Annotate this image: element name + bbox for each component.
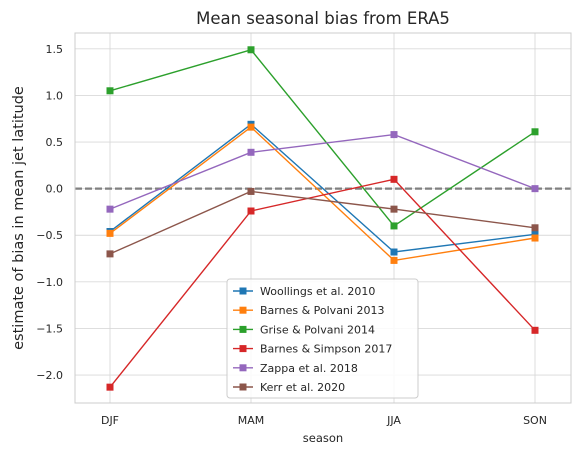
y-tick-label-2: −1.0 bbox=[36, 276, 63, 289]
series-3-point-0 bbox=[106, 383, 114, 391]
legend-item-1: Barnes & Polvani 2013 bbox=[233, 304, 384, 317]
x-tick-label-2: JJA bbox=[386, 414, 401, 427]
series-0-point-2 bbox=[390, 248, 398, 256]
plot-area-frame bbox=[74, 32, 572, 404]
series-1-point-2 bbox=[390, 256, 398, 264]
series-1-point-0 bbox=[106, 229, 114, 237]
legend-label-2: Grise & Polvani 2014 bbox=[260, 323, 375, 336]
legend-box bbox=[226, 278, 419, 399]
series-5-point-0 bbox=[106, 250, 114, 258]
y-tick-label-5: 0.5 bbox=[46, 136, 64, 149]
series-2-point-3 bbox=[531, 128, 539, 136]
series-2-point-1 bbox=[247, 46, 255, 54]
series-4-point-0 bbox=[106, 205, 114, 213]
legend-label-5: Kerr et al. 2020 bbox=[260, 381, 345, 394]
x-axis-label: season bbox=[303, 431, 343, 445]
legend-marker-1 bbox=[239, 306, 247, 314]
legend: Woollings et al. 2010 Barnes & Polvani 20… bbox=[226, 278, 419, 399]
y-tick-label-4: 0.0 bbox=[46, 183, 64, 196]
series-4-point-2 bbox=[390, 131, 398, 139]
y-axis-label: estimate of bias in mean jet latitude bbox=[11, 86, 27, 350]
x-tick-labels: DJF MAM JJA SON bbox=[101, 414, 547, 427]
series-line-3 bbox=[109, 178, 536, 388]
series-2 bbox=[106, 46, 539, 230]
legend-item-0: Woollings et al. 2010 bbox=[233, 285, 375, 298]
series-2-point-2 bbox=[390, 222, 398, 230]
series-1 bbox=[106, 123, 539, 264]
chart-title: Mean seasonal bias from ERA5 bbox=[196, 9, 450, 28]
y-tick-label-7: 1.5 bbox=[46, 43, 64, 56]
legend-label-4: Zappa et al. 2018 bbox=[260, 362, 358, 375]
series-3 bbox=[106, 175, 539, 391]
y-tick-label-6: 1.0 bbox=[46, 89, 64, 102]
series-1-point-3 bbox=[531, 234, 539, 242]
legend-item-3: Barnes & Simpson 2017 bbox=[233, 343, 392, 356]
legend-marker-3 bbox=[239, 345, 247, 353]
y-tick-label-3: −0.5 bbox=[36, 229, 63, 242]
series-3-point-2 bbox=[390, 175, 398, 183]
legend-item-4: Zappa et al. 2018 bbox=[233, 362, 358, 375]
series-3-point-3 bbox=[531, 326, 539, 334]
series-4-point-1 bbox=[247, 148, 255, 156]
series-line-5 bbox=[109, 190, 536, 255]
series-layer bbox=[106, 46, 539, 391]
y-tick-labels: −2.0 −1.5 −1.0 −0.5 0.0 0.5 1.0 1.5 bbox=[36, 43, 63, 382]
legend-marker-4 bbox=[239, 364, 247, 372]
series-5 bbox=[106, 187, 539, 258]
series-line-1 bbox=[109, 126, 536, 262]
series-5-point-2 bbox=[390, 205, 398, 213]
series-line-0 bbox=[109, 123, 536, 253]
x-tick-label-3: SON bbox=[523, 414, 547, 427]
legend-item-5: Kerr et al. 2020 bbox=[233, 381, 345, 394]
legend-marker-5 bbox=[239, 383, 247, 391]
legend-label-0: Woollings et al. 2010 bbox=[260, 285, 375, 298]
series-line-2 bbox=[109, 48, 536, 227]
series-3-point-1 bbox=[247, 207, 255, 215]
y-tick-label-1: −1.5 bbox=[36, 322, 63, 335]
legend-label-3: Barnes & Simpson 2017 bbox=[260, 343, 392, 356]
legend-marker-0 bbox=[239, 287, 247, 295]
legend-marker-2 bbox=[239, 325, 247, 333]
series-0-point-3 bbox=[531, 230, 539, 238]
y-tick-label-0: −2.0 bbox=[36, 369, 63, 382]
series-5-point-3 bbox=[531, 224, 539, 232]
x-tick-label-0: DJF bbox=[101, 414, 119, 427]
legend-label-1: Barnes & Polvani 2013 bbox=[260, 304, 384, 317]
legend-item-2: Grise & Polvani 2014 bbox=[233, 323, 375, 336]
series-4-point-3 bbox=[531, 185, 539, 193]
series-4 bbox=[106, 131, 539, 213]
x-tick-label-1: MAM bbox=[238, 414, 265, 427]
series-2-point-0 bbox=[106, 87, 114, 95]
series-1-point-1 bbox=[247, 123, 255, 131]
series-5-point-1 bbox=[247, 187, 255, 195]
series-line-4 bbox=[109, 133, 536, 210]
